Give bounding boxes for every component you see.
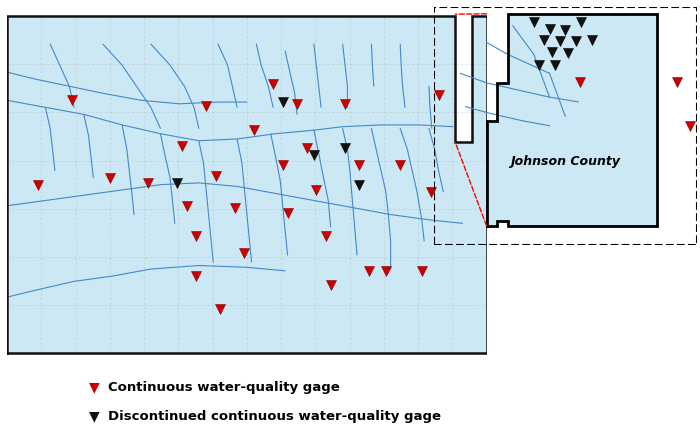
Text: ▼: ▼	[89, 380, 100, 394]
Text: Discontinued continuous water-quality gage: Discontinued continuous water-quality ga…	[108, 409, 442, 423]
Text: Johnson County: Johnson County	[510, 155, 620, 168]
Text: Continuous water-quality gage: Continuous water-quality gage	[108, 380, 340, 394]
Polygon shape	[486, 14, 657, 226]
Text: ▼: ▼	[89, 409, 100, 423]
Polygon shape	[7, 16, 486, 353]
